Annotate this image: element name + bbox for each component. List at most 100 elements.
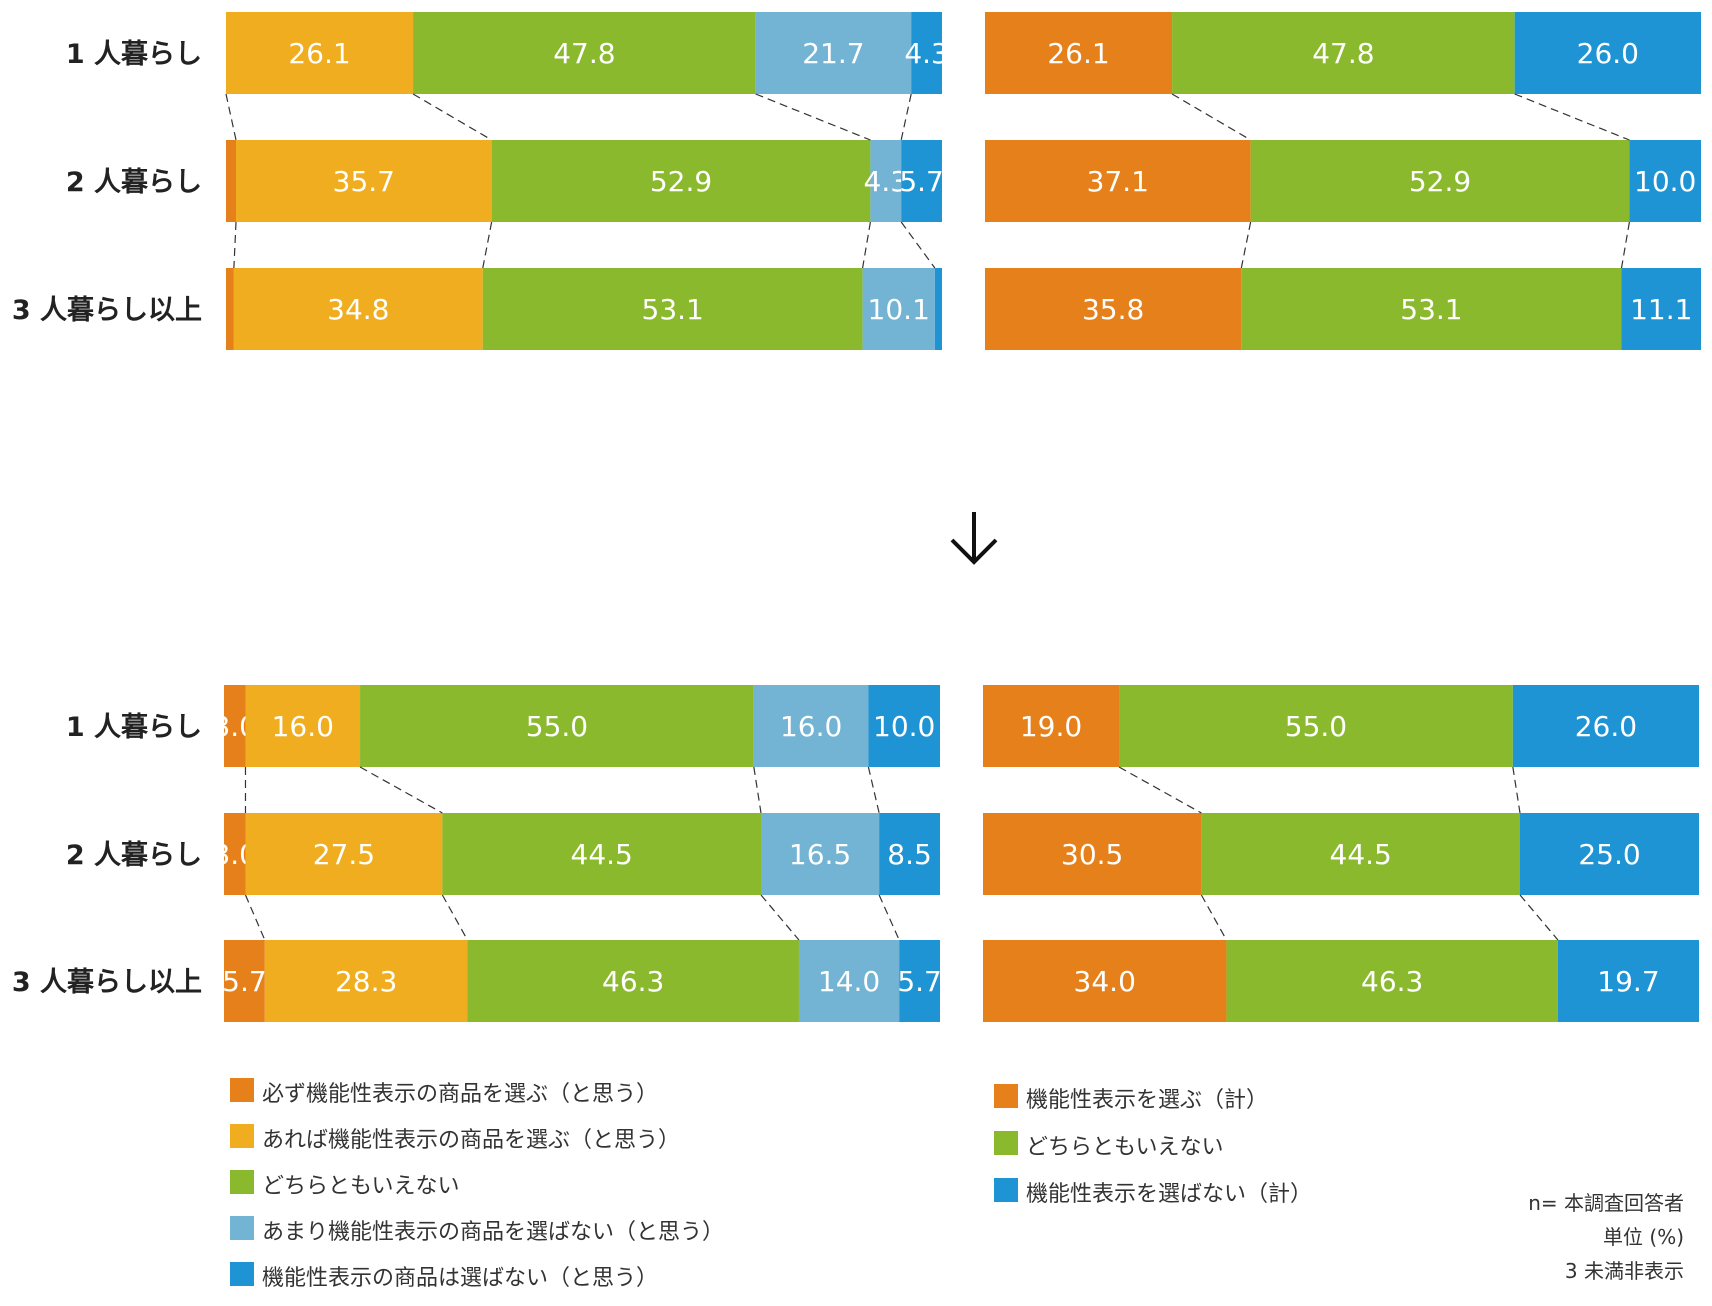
- chart-notes: n= 本調査回答者 単位 (%) 3 未満非表示: [1528, 1186, 1684, 1288]
- category-label: 2 人暮らし: [66, 840, 202, 871]
- bar-segment: [761, 813, 880, 895]
- legend-label: どちらともいえない: [262, 1174, 460, 1199]
- bar-segment: [899, 940, 940, 1022]
- data-label: 46.3: [1361, 965, 1423, 998]
- bar-segment: [264, 940, 468, 1022]
- connector-line: [900, 221, 936, 269]
- data-label: 26.0: [1577, 37, 1639, 70]
- legend-swatch: [230, 1124, 254, 1148]
- bar-segment: [1201, 813, 1520, 895]
- bar-segment: [798, 940, 900, 1022]
- bar-segment: [753, 685, 869, 767]
- bar-segment: [1119, 685, 1513, 767]
- bar-segment: [1250, 140, 1630, 222]
- category-label: 2 人暮らし: [66, 167, 202, 198]
- connector-line: [755, 93, 871, 141]
- connector-line: [1512, 766, 1521, 814]
- legend-label: 必ず機能性表示の商品を選ぶ（と思う）: [262, 1082, 659, 1107]
- bar-segment: [491, 140, 871, 222]
- bar-segment: [236, 140, 492, 222]
- chart-top-right: 26.1 47.8 26.0 37.1 52.9 10.0 35.8 53.1 11.1: [985, 12, 1701, 350]
- connector-line: [1171, 93, 1251, 141]
- connector-line: [878, 894, 900, 941]
- connector-line: [233, 221, 237, 269]
- data-label: 44.5: [571, 838, 633, 871]
- data-label: 26.1: [1047, 37, 1109, 70]
- connector-line: [753, 766, 762, 814]
- connector-line: [1240, 221, 1252, 269]
- legend-swatch: [230, 1262, 254, 1286]
- connector-line: [900, 93, 912, 141]
- hidden-values-note: 3 未満非表示: [1564, 1259, 1684, 1283]
- data-label: 14.0: [818, 965, 880, 998]
- category-label: 3 人暮らし以上: [12, 967, 202, 998]
- bar-segment: [870, 140, 902, 222]
- data-label: 35.8: [1082, 293, 1144, 326]
- data-label: 5.7: [222, 965, 267, 998]
- bar-segment: [985, 140, 1251, 222]
- legend-label: あれば機能性表示の商品を選ぶ（と思う）: [262, 1128, 681, 1153]
- bar-segment: [226, 140, 237, 222]
- connector-line: [441, 894, 468, 941]
- bar-segment: [245, 813, 443, 895]
- data-label: 53.1: [1400, 293, 1462, 326]
- data-label: 25.0: [1578, 838, 1640, 871]
- data-label: 5.7: [899, 165, 944, 198]
- data-label: 5.7: [897, 965, 942, 998]
- bar-segment: [1557, 940, 1699, 1022]
- data-label: 52.9: [650, 165, 712, 198]
- connector-line: [1200, 894, 1227, 941]
- connector-line: [1620, 221, 1630, 269]
- connector-line: [1514, 93, 1630, 141]
- data-label: 53.1: [642, 293, 704, 326]
- category-label: 1 人暮らし: [66, 39, 202, 70]
- connector-line: [1118, 766, 1202, 814]
- data-label: 30.5: [1061, 838, 1123, 871]
- bar-segment: [755, 12, 912, 94]
- bar-segment: [934, 268, 942, 350]
- bar-segment: [1629, 140, 1701, 222]
- bar-segment: [1172, 12, 1515, 94]
- connector-line: [867, 766, 880, 814]
- data-label: 10.0: [1634, 165, 1696, 198]
- down-arrow-icon: [950, 512, 998, 565]
- data-label: 4.3: [864, 165, 909, 198]
- connector-line: [225, 93, 237, 141]
- legend-swatch: [994, 1084, 1018, 1108]
- data-label: 16.5: [789, 838, 851, 871]
- connector-line: [1519, 894, 1559, 941]
- bar-segment: [879, 813, 940, 895]
- bar-segment: [1241, 268, 1622, 350]
- legend-swatch: [994, 1131, 1018, 1155]
- bar-segment: [1512, 685, 1699, 767]
- legend-swatch: [230, 1078, 254, 1102]
- bar-segment: [233, 268, 483, 350]
- data-label: 8.5: [887, 838, 932, 871]
- bar-segment: [1621, 268, 1701, 350]
- bar-segment: [226, 12, 414, 94]
- data-label: 19.7: [1597, 965, 1659, 998]
- data-label: 11.1: [1630, 293, 1692, 326]
- connector-line: [412, 93, 492, 141]
- legend-swatch: [994, 1178, 1018, 1202]
- data-label: 47.8: [553, 37, 615, 70]
- bar-segment: [413, 12, 756, 94]
- bar-segment: [983, 940, 1227, 1022]
- data-label: 37.1: [1087, 165, 1149, 198]
- bar-segment: [983, 685, 1120, 767]
- data-label: 34.8: [327, 293, 389, 326]
- bar-segment: [467, 940, 799, 1022]
- data-label: 21.7: [802, 37, 864, 70]
- bar-segment: [224, 940, 265, 1022]
- legend-label: どちらともいえない: [1026, 1135, 1224, 1160]
- legend-swatch: [230, 1170, 254, 1194]
- legend-label: 機能性表示の商品は選ばない（と思う）: [262, 1266, 659, 1291]
- data-label: 26.0: [1575, 710, 1637, 743]
- bar-segment: [442, 813, 761, 895]
- connector-line: [244, 894, 266, 941]
- data-label: 4.3: [904, 37, 949, 70]
- data-label: 10.0: [873, 710, 935, 743]
- bar-segment: [868, 685, 940, 767]
- bar-segment: [245, 685, 361, 767]
